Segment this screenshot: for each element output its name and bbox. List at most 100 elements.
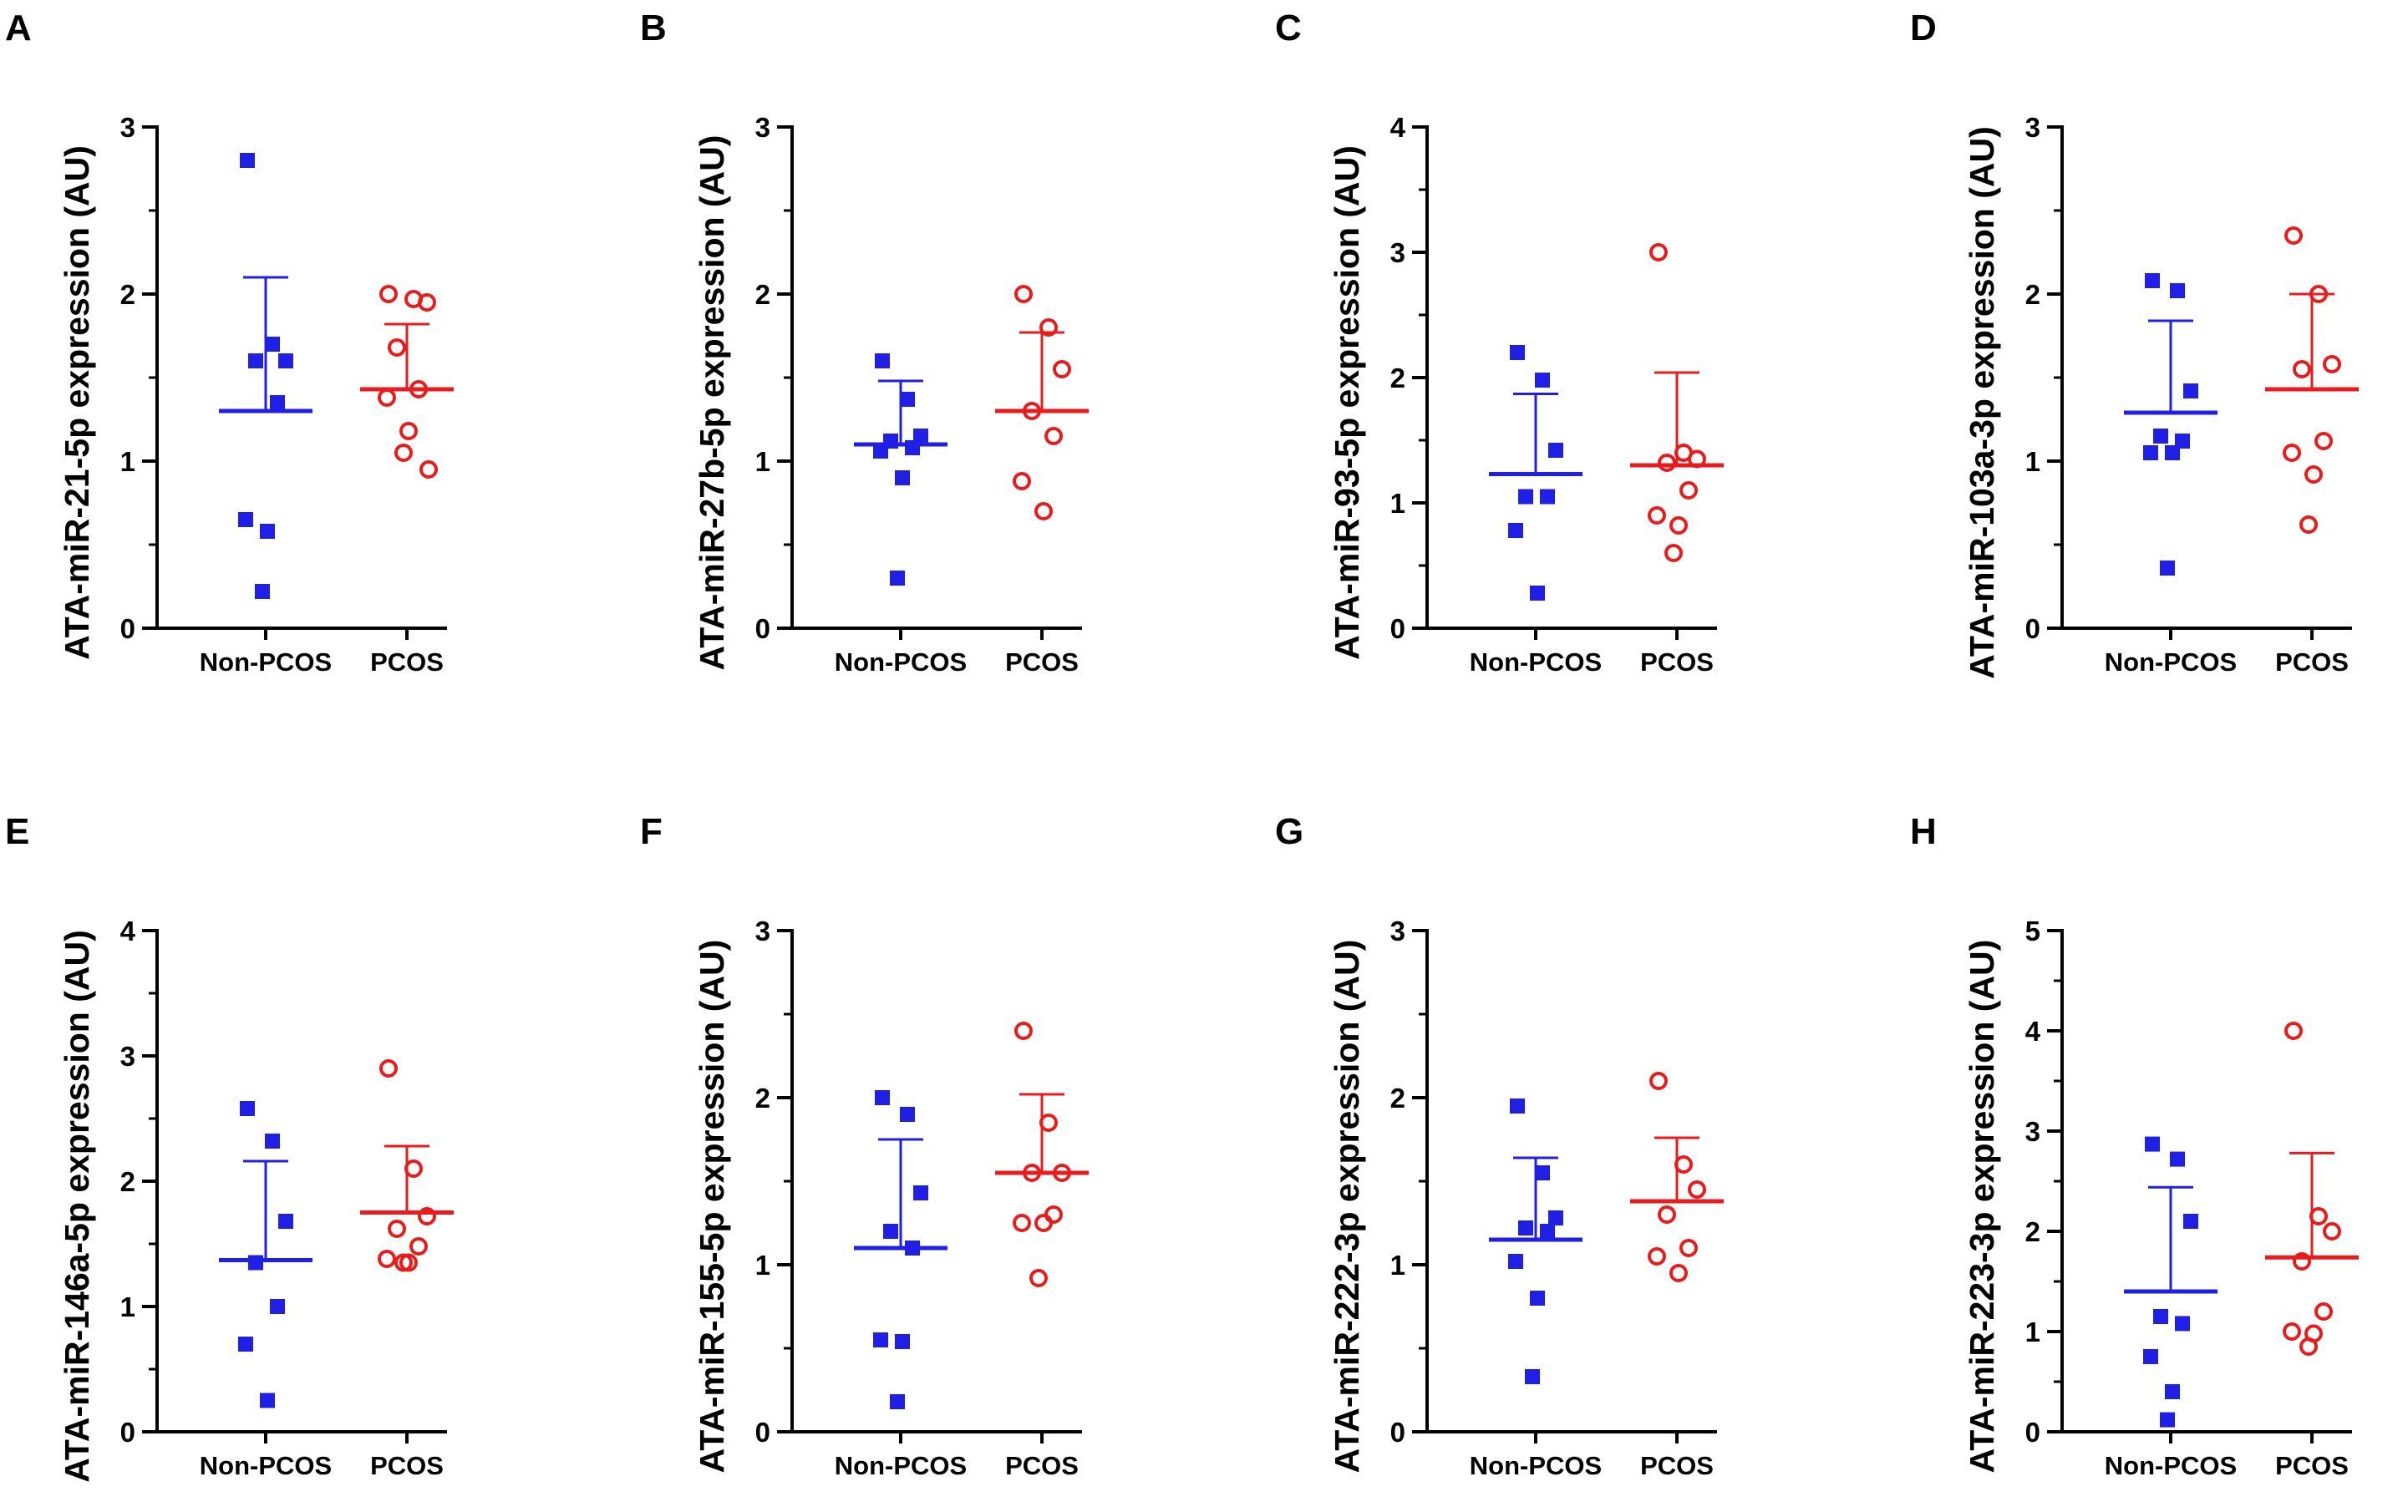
data-point-circle: [409, 380, 428, 398]
y-tick-label: 3: [2025, 112, 2040, 143]
data-point-square: [1510, 345, 1525, 360]
data-point-square: [1535, 1165, 1550, 1180]
y-axis-label: ATA-miR-155-5p expression (AU): [693, 940, 731, 1474]
data-point-square: [2153, 1309, 2168, 1324]
data-point-circle: [388, 338, 406, 357]
y-tick-label: 2: [755, 1083, 770, 1114]
panel-letter: D: [1910, 8, 1937, 48]
data-point-circle: [1014, 285, 1033, 303]
y-tick-label: 4: [1390, 112, 1406, 143]
x-category-label: PCOS: [1005, 1451, 1079, 1480]
chart-panel-f: F ATA-miR-155-5p expression (AU) 0 1 2 3 Non-P…: [640, 811, 1089, 1480]
data-point-circle: [418, 1207, 436, 1225]
y-tick-label: 1: [1390, 1250, 1405, 1281]
data-point-circle: [2314, 1302, 2333, 1321]
data-point-square: [1525, 1369, 1540, 1384]
y-tick-label: 3: [755, 112, 770, 143]
data-point-square: [890, 571, 905, 586]
data-point-circle: [2323, 1222, 2341, 1241]
y-axis-label: ATA-miR-21-5p expression (AU): [58, 145, 96, 660]
x-category-label: PCOS: [370, 1451, 444, 1480]
data-point-circle: [2284, 226, 2303, 245]
data-point-circle: [1023, 402, 1041, 420]
data-point-square: [265, 1134, 280, 1149]
data-point-circle: [1688, 449, 1706, 469]
x-category-label: PCOS: [370, 647, 444, 677]
data-point-square: [895, 470, 910, 485]
data-point-circle: [1649, 1072, 1668, 1090]
data-point-circle: [1053, 360, 1071, 378]
x-category-label: Non-PCOS: [1470, 1451, 1602, 1480]
y-tick-label: 2: [1390, 363, 1405, 393]
y-tick-label: 1: [120, 1291, 135, 1322]
data-point-square: [2170, 1151, 2185, 1167]
data-point-circle: [1688, 1180, 1706, 1199]
data-point-square: [2183, 383, 2198, 398]
y-axis-label: ATA-miR-222-3p expression (AU): [1328, 940, 1366, 1474]
y-tick-label: 2: [2025, 1216, 2040, 1247]
data-point-square: [240, 153, 255, 168]
panel-letter: H: [1910, 811, 1937, 852]
data-point-square: [2183, 1214, 2198, 1229]
y-tick-label: 3: [2025, 1116, 2040, 1147]
y-tick-label: 2: [1390, 1083, 1405, 1114]
y-tick-label: 0: [1390, 613, 1405, 644]
data-point-circle: [2309, 1207, 2328, 1225]
data-point-square: [278, 1214, 293, 1229]
data-point-square: [278, 353, 293, 368]
data-point-circle: [2284, 1022, 2303, 1040]
data-point-square: [248, 353, 263, 368]
data-point-circle: [2299, 1337, 2318, 1356]
data-point-circle: [1669, 1264, 1688, 1282]
y-tick-label: 0: [755, 613, 770, 644]
x-category-label: Non-PCOS: [835, 647, 967, 677]
chart-panel-c: C ATA-miR-93-5p expression (AU) 0 1 2 3 4 Non-P…: [1275, 8, 1724, 677]
y-axis-label: ATA-miR-103a-3p expression (AU): [1963, 126, 2001, 678]
data-point-square: [2143, 445, 2158, 460]
data-point-square: [270, 1299, 285, 1314]
data-point-square: [2160, 1412, 2175, 1428]
data-point-circle: [2293, 1252, 2311, 1271]
data-point-square: [1535, 373, 1550, 388]
data-point-circle: [419, 460, 438, 479]
y-tick-label: 3: [1390, 237, 1405, 268]
x-category-label: Non-PCOS: [835, 1451, 967, 1480]
y-tick-label: 0: [755, 1417, 770, 1448]
data-point-circle: [1648, 506, 1666, 525]
data-point-square: [2165, 1384, 2180, 1399]
data-point-circle: [1023, 1164, 1041, 1182]
data-point-circle: [1034, 502, 1053, 520]
data-point-circle: [1674, 1155, 1693, 1174]
data-point-circle: [1034, 1214, 1053, 1232]
data-point-circle: [418, 293, 436, 312]
data-point-square: [260, 1393, 275, 1408]
data-point-circle: [2309, 285, 2328, 303]
data-point-square: [2145, 273, 2160, 288]
chart-panel-e: E ATA-miR-146a-5p expression (AU) 0 1 2 3 4 Non…: [5, 811, 454, 1483]
data-point-circle: [1658, 454, 1676, 472]
data-point-square: [2160, 561, 2175, 576]
x-category-label: PCOS: [2275, 1451, 2349, 1480]
x-category-label: Non-PCOS: [200, 1451, 332, 1480]
data-point-square: [1508, 1254, 1523, 1269]
data-point-square: [1530, 586, 1545, 601]
data-point-square: [2165, 445, 2180, 460]
y-tick-label: 4: [2025, 1016, 2041, 1047]
y-tick-label: 0: [120, 613, 135, 644]
data-point-square: [238, 512, 253, 527]
data-point-circle: [2283, 1322, 2301, 1341]
data-point-square: [2175, 434, 2190, 449]
x-category-label: PCOS: [1640, 1451, 1714, 1480]
data-point-square: [1518, 489, 1533, 505]
y-tick-label: 3: [120, 112, 135, 143]
data-point-square: [883, 1224, 898, 1239]
data-point-square: [2153, 429, 2168, 444]
data-point-circle: [394, 1253, 413, 1272]
panel-letter: E: [5, 811, 29, 852]
y-tick-label: 0: [2025, 1417, 2040, 1448]
panel-letter: B: [640, 8, 667, 48]
data-point-circle: [379, 285, 398, 303]
data-point-square: [265, 337, 280, 352]
data-point-circle: [2299, 515, 2318, 534]
